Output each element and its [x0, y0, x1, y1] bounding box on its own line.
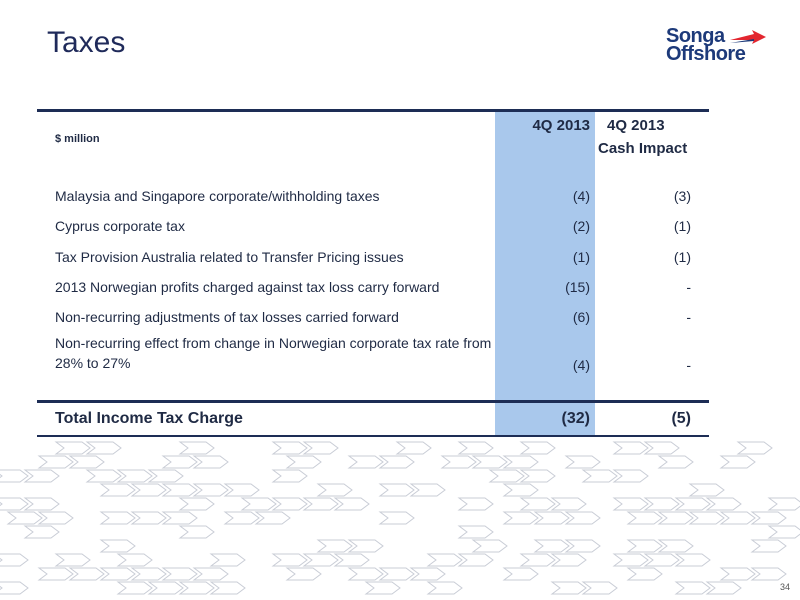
table-row: Non-recurring effect from change in Norw… — [37, 333, 709, 377]
background-arrow-pattern — [0, 441, 800, 595]
table-row: Tax Provision Australia related to Trans… — [37, 249, 709, 271]
col2-header-line1: 4Q 2013 — [607, 117, 665, 134]
logo-swoosh-icon — [730, 30, 766, 44]
row-label: Non-recurring adjustments of tax losses … — [55, 309, 399, 325]
logo-line1: Songa — [666, 25, 725, 47]
table-row: Malaysia and Singapore corporate/withhol… — [37, 188, 709, 210]
row-value-4q: (1) — [572, 249, 590, 265]
row-value-4q: (6) — [572, 309, 590, 325]
row-label: Malaysia and Singapore corporate/withhol… — [55, 188, 380, 204]
col2-header-line2: Cash Impact — [598, 140, 688, 157]
logo-line2: Offshore — [666, 43, 746, 65]
total-label: Total Income Tax Charge — [55, 410, 243, 427]
row-value-cash: - — [686, 357, 691, 373]
row-value-cash: (3) — [673, 188, 691, 204]
row-value-4q: (4) — [572, 357, 590, 373]
total-row: Total Income Tax Charge (32) (5) — [37, 410, 709, 432]
total-value-cash: (5) — [671, 410, 691, 427]
table-row: Non-recurring adjustments of tax losses … — [37, 309, 709, 331]
col1-header: 4Q 2013 — [532, 117, 590, 134]
total-value-4q: (32) — [561, 410, 590, 427]
highlight-column — [495, 109, 595, 437]
row-value-4q: (2) — [572, 218, 590, 234]
row-value-4q: (4) — [572, 188, 590, 204]
row-value-cash: - — [686, 309, 691, 325]
table-bottom-rule — [37, 435, 709, 437]
row-value-4q: (15) — [565, 279, 590, 295]
row-label: Non-recurring effect from change in Norw… — [55, 335, 492, 371]
tax-table: $ million 4Q 2013 4Q 2013 Cash Impact Ma… — [37, 109, 709, 437]
table-row: 2013 Norwegian profits charged against t… — [37, 279, 709, 301]
page-number: 34 — [779, 582, 790, 592]
row-value-cash: (1) — [673, 218, 691, 234]
row-label: Tax Provision Australia related to Trans… — [55, 249, 404, 265]
table-total-rule — [37, 400, 709, 403]
songa-offshore-logo: Songa Offshore — [664, 24, 774, 68]
table-top-rule — [37, 109, 709, 112]
table-row: Cyprus corporate tax (2) (1) — [37, 218, 709, 240]
page-title: Taxes — [47, 26, 126, 59]
row-label: Cyprus corporate tax — [55, 218, 185, 234]
row-value-cash: (1) — [673, 249, 691, 265]
unit-label: $ million — [55, 133, 100, 145]
row-label: 2013 Norwegian profits charged against t… — [55, 279, 440, 295]
row-value-cash: - — [686, 279, 691, 295]
